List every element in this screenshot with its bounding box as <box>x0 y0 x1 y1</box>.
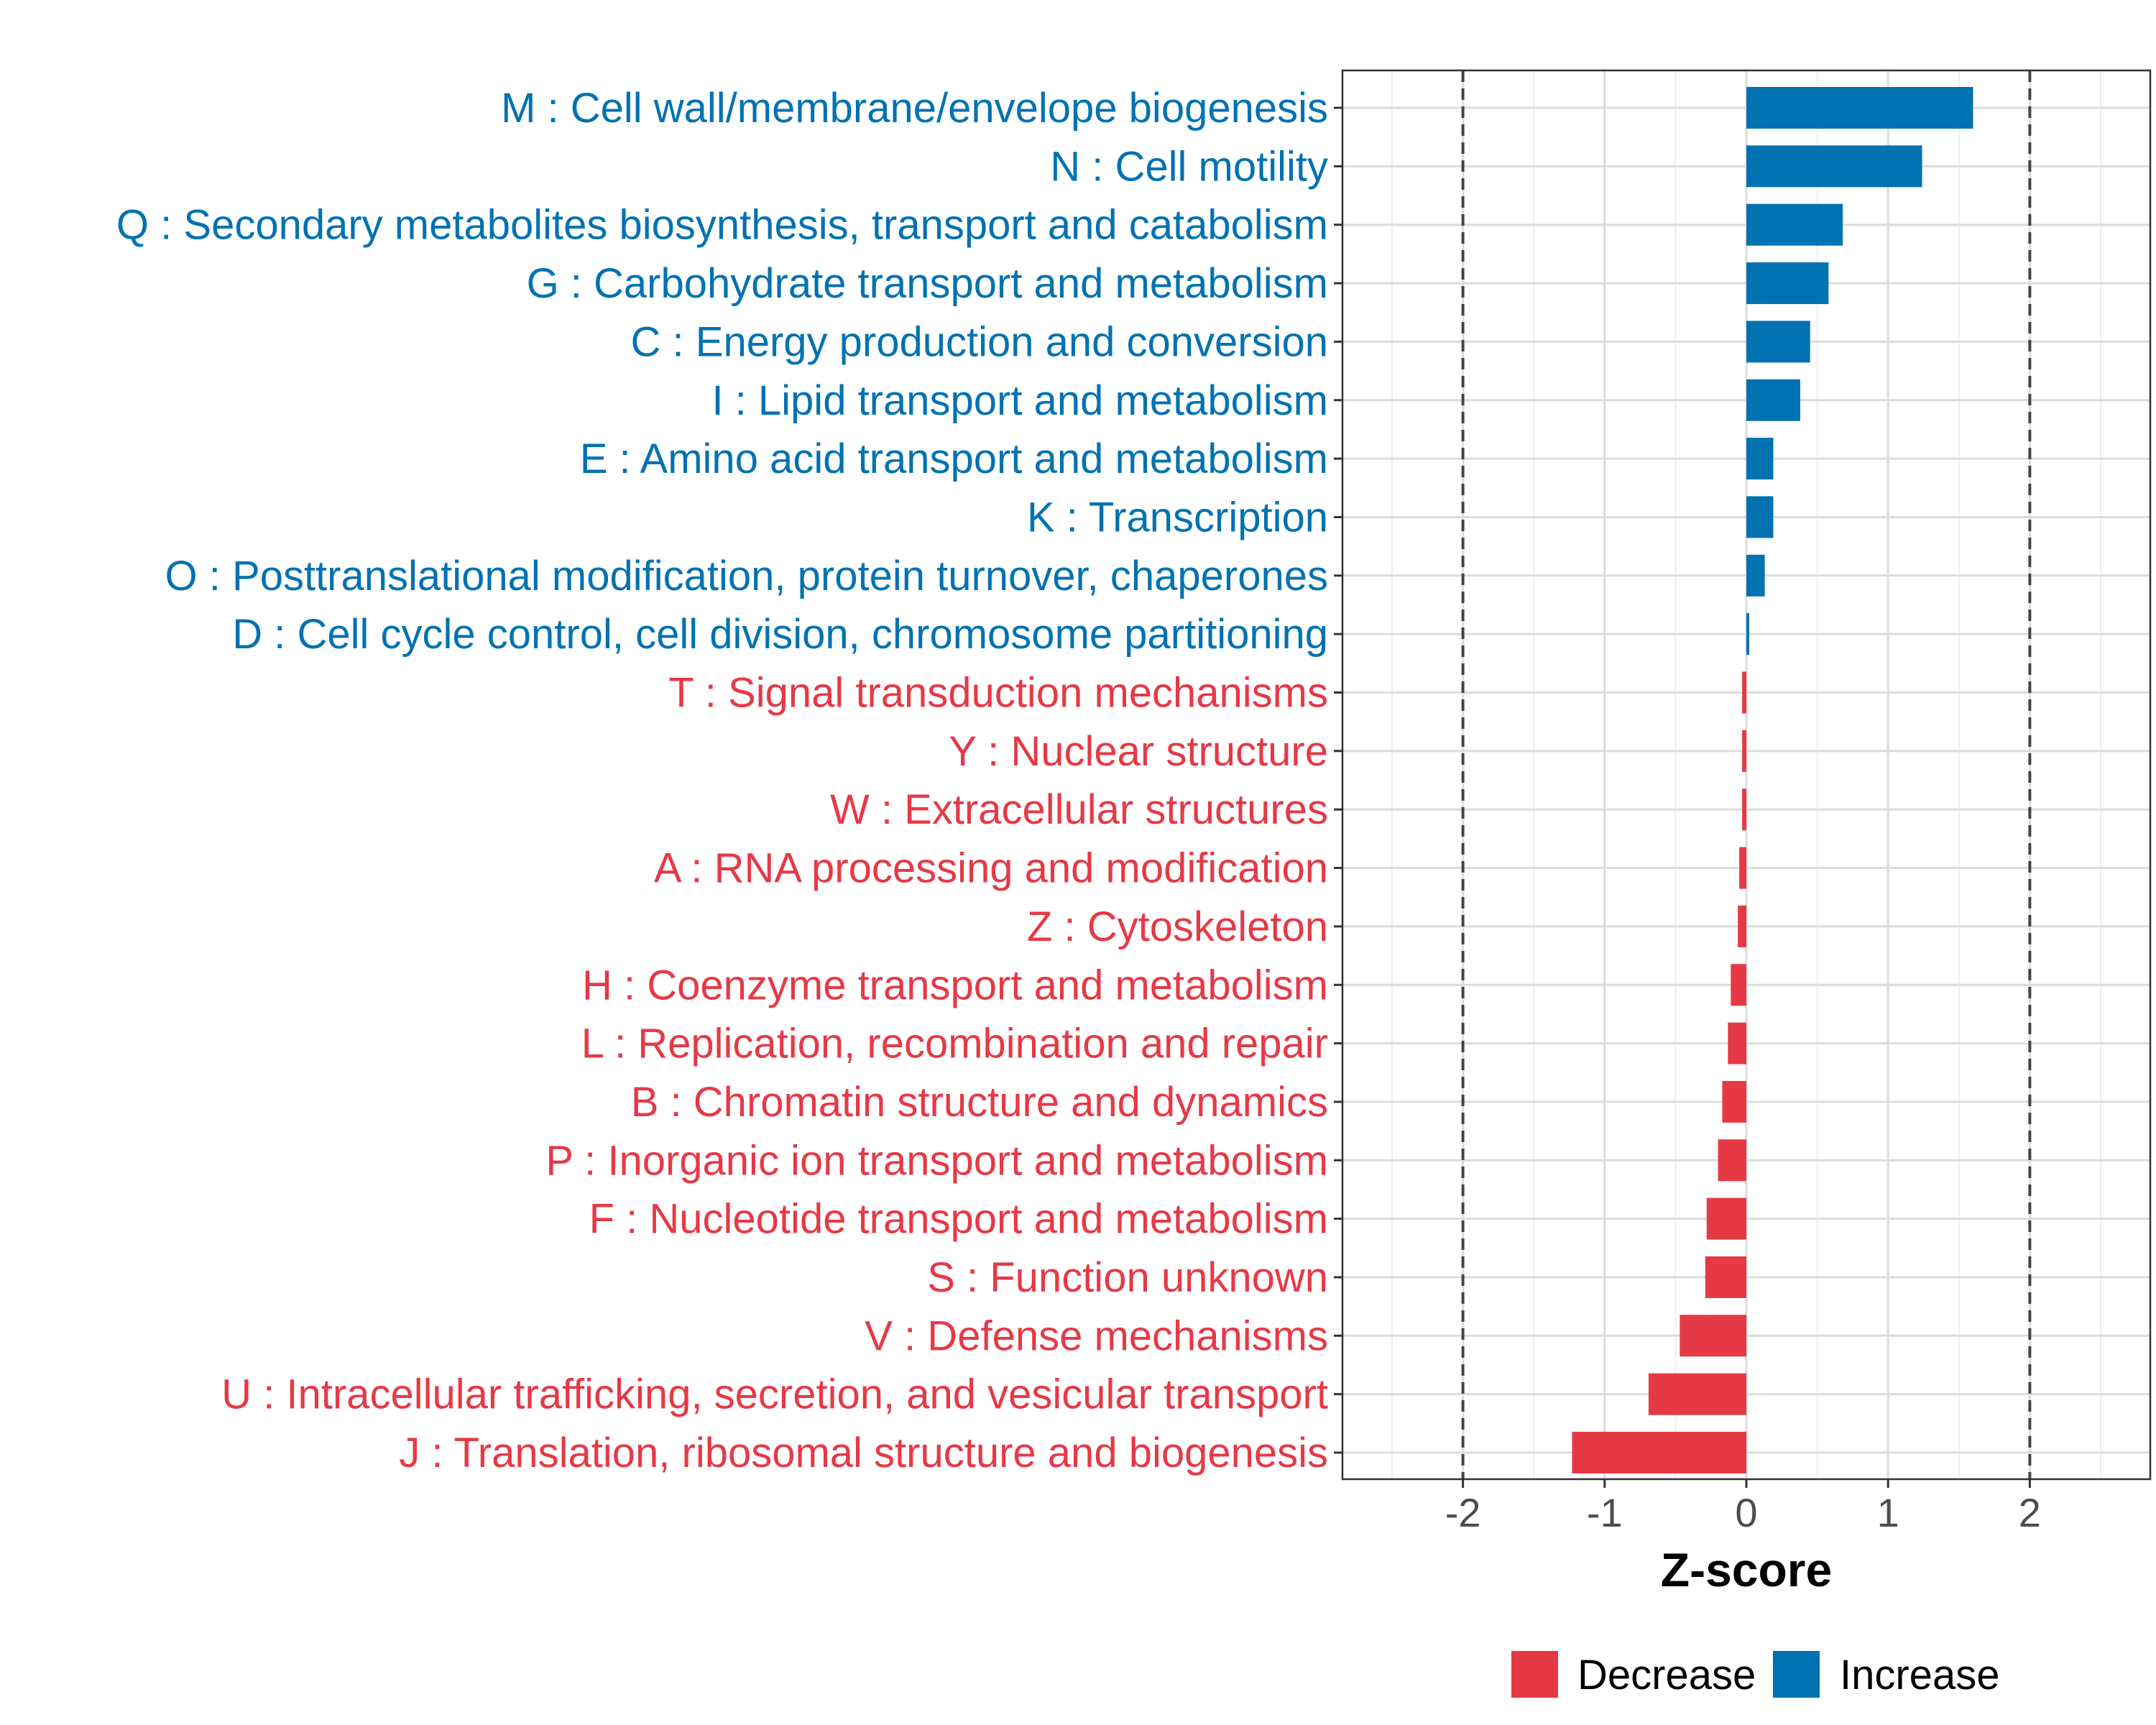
category-label: Q : Secondary metabolites biosynthesis, … <box>116 202 1328 249</box>
category-label: I : Lipid transport and metabolism <box>711 377 1328 424</box>
bar <box>1648 1373 1746 1415</box>
bar <box>1738 905 1746 947</box>
category-labels: M : Cell wall/membrane/envelope biogenes… <box>116 85 1328 1476</box>
category-label: B : Chromatin structure and dynamics <box>631 1079 1328 1126</box>
y-axis-ticks <box>1334 106 1342 1454</box>
bar <box>1746 203 1843 246</box>
x-axis: -2 -1 0 1 2 <box>1445 1479 2041 1535</box>
bar <box>1746 87 1973 129</box>
category-label: K : Transcription <box>1027 494 1328 540</box>
category-label: F : Nucleotide transport and metabolism <box>589 1196 1328 1243</box>
bar <box>1746 496 1774 538</box>
bar <box>1728 1022 1746 1064</box>
x-tick-label: -2 <box>1445 1490 1481 1535</box>
category-label: W : Extracellular structures <box>830 786 1328 833</box>
x-axis-title: Z-score <box>1661 1543 1832 1596</box>
bar <box>1746 613 1749 656</box>
bar <box>1746 438 1774 480</box>
category-label: S : Function unknown <box>927 1254 1328 1301</box>
legend-label-decrease: Decrease <box>1577 1652 1756 1698</box>
x-tick-label: 2 <box>2019 1490 2041 1535</box>
bar <box>1572 1432 1746 1474</box>
bar <box>1718 1139 1746 1182</box>
bar-layer <box>1572 87 1973 1474</box>
x-tick-label: -1 <box>1587 1490 1623 1535</box>
category-label: D : Cell cycle control, cell division, c… <box>232 611 1328 658</box>
category-label: U : Intracellular trafficking, secretion… <box>221 1371 1328 1418</box>
legend-swatch-increase <box>1773 1651 1820 1698</box>
category-label: P : Inorganic ion transport and metaboli… <box>545 1137 1328 1184</box>
category-label: L : Replication, recombination and repai… <box>581 1021 1328 1067</box>
category-label: C : Energy production and conversion <box>631 318 1328 365</box>
bar <box>1746 262 1829 305</box>
bar <box>1739 847 1746 889</box>
category-label: T : Signal transduction mechanisms <box>668 670 1328 717</box>
x-tick-label: 1 <box>1877 1490 1899 1535</box>
reference-lines <box>1461 70 2032 1479</box>
category-label: J : Translation, ribosomal structure and… <box>399 1430 1328 1476</box>
category-label: V : Defense mechanisms <box>865 1312 1328 1359</box>
bar <box>1746 321 1810 363</box>
bar <box>1746 145 1922 188</box>
category-label: N : Cell motility <box>1050 143 1328 190</box>
bar <box>1722 1080 1746 1123</box>
category-label: E : Amino acid transport and metabolism <box>580 436 1328 482</box>
category-label: H : Coenzyme transport and metabolism <box>582 962 1328 1008</box>
bar <box>1746 554 1765 597</box>
bar <box>1746 379 1800 421</box>
bar <box>1742 788 1746 831</box>
category-label: A : RNA processing and modification <box>654 845 1328 892</box>
bar <box>1706 1197 1746 1240</box>
legend: Decrease Increase <box>1511 1651 1999 1698</box>
category-label: M : Cell wall/membrane/envelope biogenes… <box>501 85 1328 132</box>
bar <box>1705 1256 1746 1298</box>
category-label: G : Carbohydrate transport and metabolis… <box>527 260 1328 307</box>
legend-swatch-decrease <box>1511 1651 1558 1698</box>
bar <box>1680 1315 1746 1357</box>
category-label: O : Posttranslational modification, prot… <box>165 553 1328 599</box>
bar <box>1731 964 1746 1006</box>
category-label: Z : Cytoskeleton <box>1027 903 1328 950</box>
bar <box>1742 671 1746 714</box>
x-tick-label: 0 <box>1735 1490 1757 1535</box>
bar <box>1742 730 1746 772</box>
legend-label-increase: Increase <box>1840 1652 1999 1698</box>
category-label: Y : Nuclear structure <box>949 728 1328 775</box>
